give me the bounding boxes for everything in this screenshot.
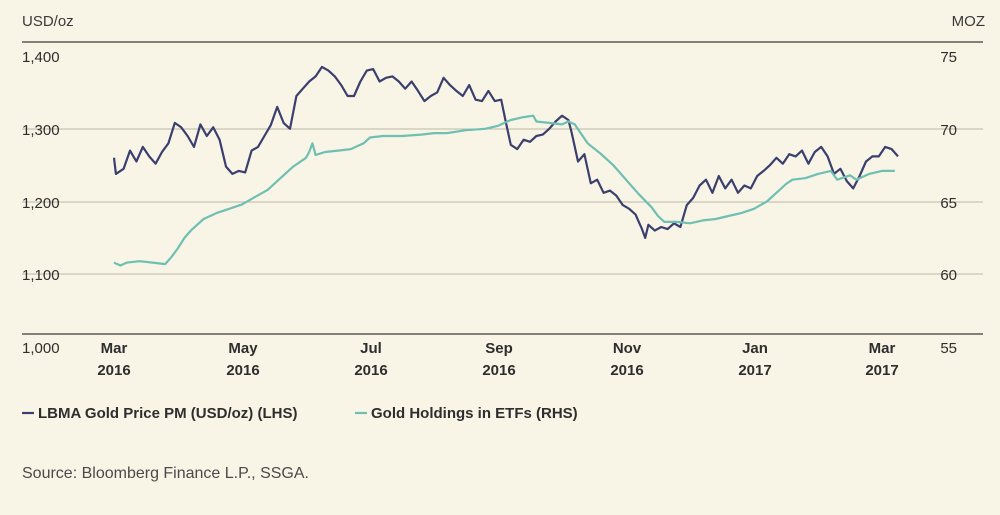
left-tick-label: 1,000	[22, 340, 60, 357]
x-tick-year: 2016	[226, 362, 259, 379]
legend: LBMA Gold Price PM (USD/oz) (LHS) Gold H…	[22, 405, 578, 422]
left-axis-ticks: 1,400 1,300 1,200 1,100 1,000	[22, 49, 60, 357]
left-tick-label: 1,400	[22, 49, 60, 66]
x-tick-month: May	[228, 340, 258, 357]
x-tick-year: 2016	[354, 362, 387, 379]
x-tick-month: Jul	[360, 340, 382, 357]
right-tick-label: 65	[940, 195, 957, 212]
left-tick-label: 1,200	[22, 195, 60, 212]
series-line-etf-holdings	[113, 114, 895, 267]
x-tick-month: Jan	[742, 340, 768, 357]
x-tick-month: Mar	[869, 340, 896, 357]
series-layer	[112, 65, 899, 267]
x-tick-month: Sep	[485, 340, 513, 357]
gridlines	[22, 41, 983, 335]
x-tick-year: 2016	[610, 362, 643, 379]
right-axis-unit: MOZ	[952, 13, 985, 30]
x-axis-ticks: Mar 2016 May 2016 Jul 2016 Sep 2016 Nov …	[97, 340, 898, 379]
series-line-gold-price	[112, 65, 899, 239]
legend-label-etf-holdings: Gold Holdings in ETFs (RHS)	[371, 405, 578, 422]
x-tick-year: 2016	[482, 362, 515, 379]
x-tick-month: Mar	[101, 340, 128, 357]
right-tick-label: 75	[940, 49, 957, 66]
right-tick-label: 70	[940, 122, 957, 139]
right-tick-label: 55	[940, 340, 957, 357]
right-axis-ticks: 75 70 65 60 55	[940, 49, 957, 357]
legend-label-gold-price: LBMA Gold Price PM (USD/oz) (LHS)	[38, 405, 297, 422]
right-tick-label: 60	[940, 267, 957, 284]
x-tick-year: 2017	[865, 362, 898, 379]
x-tick-year: 2016	[97, 362, 130, 379]
x-tick-month: Nov	[613, 340, 642, 357]
source-note: Source: Bloomberg Finance L.P., SSGA.	[22, 465, 309, 482]
left-tick-label: 1,300	[22, 122, 60, 139]
left-tick-label: 1,100	[22, 267, 60, 284]
x-tick-year: 2017	[738, 362, 771, 379]
left-axis-unit: USD/oz	[22, 13, 74, 30]
